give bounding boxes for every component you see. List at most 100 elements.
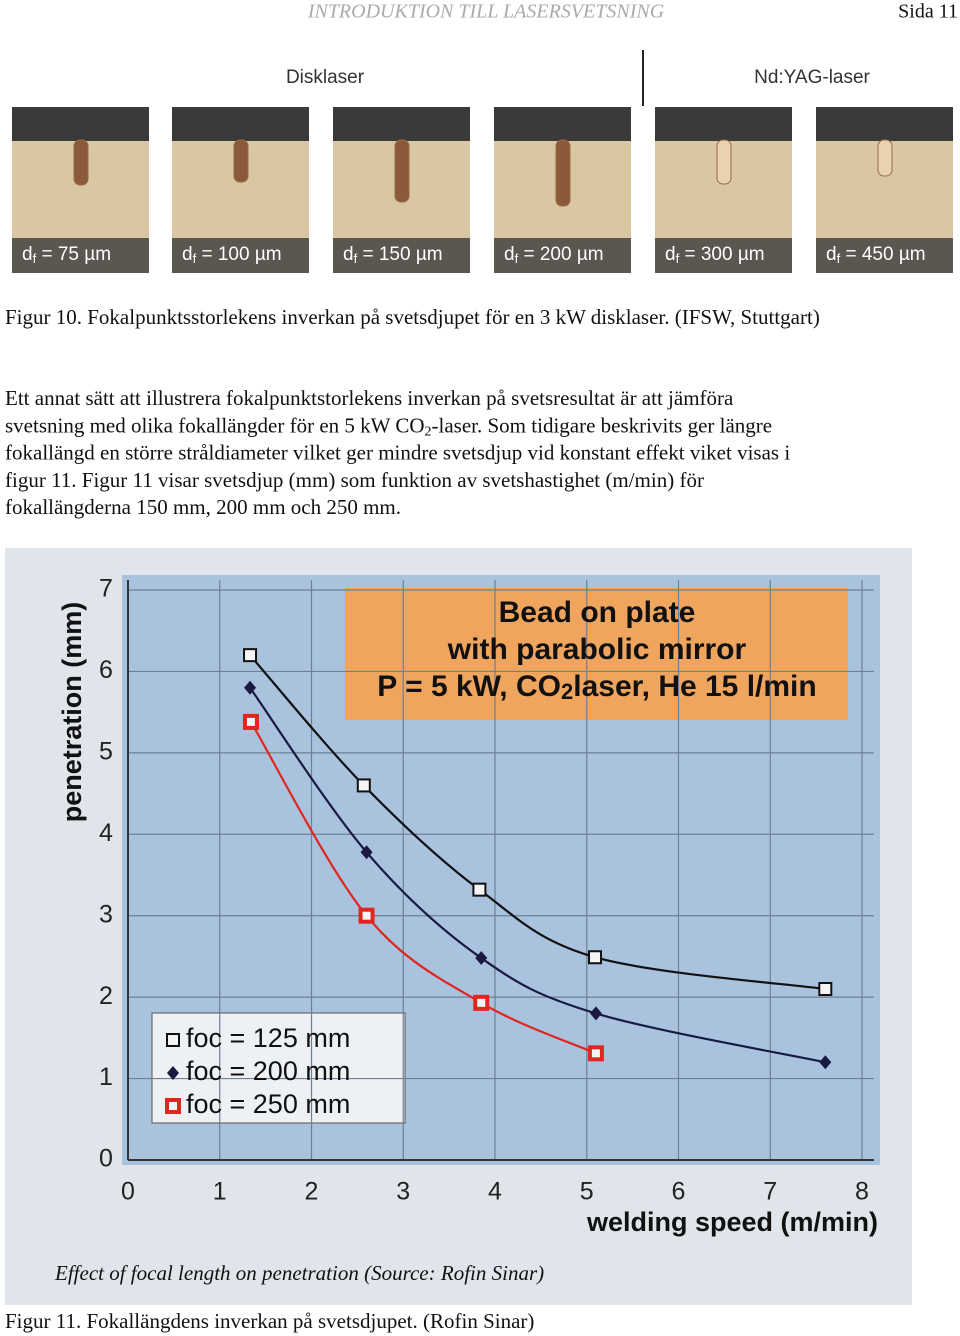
figure-caption: Figur 10. Fokalpunktsstorlekens inverkan…	[5, 305, 820, 329]
point	[475, 951, 488, 966]
chart-title-line-part: with parabolic mirror	[447, 633, 747, 666]
point	[818, 982, 833, 996]
paragraph-line: svetsning med olika fokallängder för en …	[5, 413, 772, 439]
point	[473, 994, 490, 1011]
point	[587, 1045, 604, 1062]
point	[589, 1006, 602, 1021]
paragraph-line-subscript: 2	[425, 425, 432, 440]
legend-label: foc = 125 mm	[186, 1023, 350, 1053]
y-tick-label: 1	[99, 1063, 113, 1091]
y-tick-label: 4	[99, 819, 113, 847]
micrograph-top	[12, 107, 149, 141]
paragraph-line: figur 11. Figur 11 visar svetsdjup (mm) …	[5, 468, 704, 492]
paragraph-line-part: -laser. Som tidigare beskrivits ger läng…	[432, 413, 773, 437]
micrograph-top	[333, 107, 470, 141]
chart-title-line: Bead on plate	[499, 596, 696, 629]
x-axis-label: welding speed (m/min)	[586, 1207, 878, 1237]
point	[243, 648, 258, 663]
micrograph-label: df = 150 µm	[343, 244, 443, 266]
x-tick-label: 0	[121, 1178, 135, 1206]
x-tick-label: 6	[672, 1178, 686, 1206]
micrograph-label-bar	[816, 238, 953, 273]
label-subscript: f	[193, 251, 197, 266]
legend-label: foc = 250 mm	[186, 1089, 350, 1119]
y-tick-label: 6	[99, 656, 113, 684]
label-subscript: f	[33, 251, 37, 266]
y-tick-label: 3	[99, 900, 113, 928]
paragraph-line: Ett annat sätt att illustrera fokalpunkt…	[5, 386, 734, 410]
point	[360, 845, 373, 860]
label-text: = 300 µm	[679, 244, 764, 265]
x-tick-label: 1	[213, 1178, 227, 1206]
page-number: Sida 11	[898, 1, 958, 23]
label-symbol: d	[343, 244, 354, 265]
paragraph-line-part: Ett annat sätt att illustrera fokalpunkt…	[5, 386, 734, 410]
micrograph-label-bar	[333, 238, 470, 273]
micrograph-label: df = 300 µm	[665, 244, 765, 266]
x-tick-label: 5	[580, 1178, 594, 1206]
y-axis-label: penetration (mm)	[57, 602, 87, 823]
chart-title-box	[345, 588, 848, 720]
point	[242, 713, 259, 730]
micrograph-label: df = 75 µm	[22, 244, 111, 266]
micrograph-top	[655, 107, 792, 141]
paragraph-line: fokallängd en större stråldiameter vilke…	[5, 440, 790, 464]
figure-caption: Figur 11. Fokallängdens inverkan på svet…	[5, 1309, 534, 1333]
micrograph-label-bar	[655, 238, 792, 273]
label-text: = 150 µm	[357, 244, 442, 265]
label-text: = 75 µm	[36, 244, 111, 265]
weld-seam	[73, 139, 89, 186]
weld-seam	[877, 139, 893, 177]
micrograph-top	[816, 107, 953, 141]
legend-label: foc = 200 mm	[186, 1056, 350, 1086]
paragraph-line: fokallängderna 150 mm, 200 mm och 250 mm…	[5, 495, 401, 519]
weld-seam	[555, 139, 571, 207]
micrograph-label: df = 100 µm	[182, 244, 282, 266]
label-subscript: f	[837, 251, 841, 266]
x-tick-label: 2	[305, 1178, 319, 1206]
chart-title-line-part: P = 5 kW, CO	[377, 670, 561, 703]
label-symbol: d	[826, 244, 837, 265]
x-tick-label: 8	[855, 1178, 869, 1206]
legend-marker	[166, 1033, 180, 1047]
micrograph-label: df = 450 µm	[826, 244, 926, 266]
chart-title-line-part: Bead on plate	[499, 596, 696, 629]
y-tick-label: 5	[99, 737, 113, 765]
label-symbol: d	[665, 244, 676, 265]
micrograph-label-bar	[494, 238, 631, 273]
micrograph-top	[172, 107, 309, 141]
x-tick-label: 7	[763, 1178, 777, 1206]
y-tick-label: 7	[99, 575, 113, 603]
label-text: = 450 µm	[840, 244, 925, 265]
paragraph-line-part: fokallängd en större stråldiameter vilke…	[5, 440, 790, 464]
chart-title-line: P = 5 kW, CO2laser, He 15 l/min	[377, 670, 816, 704]
label-symbol: d	[504, 244, 515, 265]
label-subscript: f	[676, 251, 680, 266]
label-symbol: d	[22, 244, 33, 265]
paragraph-line-part: fokallängderna 150 mm, 200 mm och 250 mm…	[5, 495, 401, 519]
header-title: INTRODUKTION TILL LASERSVETSNING	[307, 1, 665, 23]
chart-source: Effect of focal length on penetration (S…	[54, 1261, 544, 1285]
label-subscript: f	[354, 251, 358, 266]
point	[356, 778, 371, 793]
point	[244, 680, 257, 695]
point	[819, 1055, 832, 1070]
chart-title-line: with parabolic mirror	[447, 633, 747, 666]
label-symbol: d	[182, 244, 193, 265]
weld-seam	[716, 139, 732, 185]
point	[472, 882, 487, 897]
paragraph-line-part: svetsning med olika fokallängder för en …	[5, 413, 425, 437]
weld-seam	[233, 139, 249, 183]
x-tick-label: 4	[488, 1178, 502, 1206]
micrograph-label-bar	[172, 238, 309, 273]
micrograph-label-bar	[12, 238, 149, 273]
label-subscript: f	[515, 251, 519, 266]
chart-title-line-subscript: 2	[561, 679, 573, 704]
micrograph-label: df = 200 µm	[504, 244, 604, 266]
point	[588, 950, 603, 965]
legend-marker	[167, 1066, 179, 1080]
label-text: = 200 µm	[518, 244, 603, 265]
y-tick-label: 0	[99, 1145, 113, 1173]
group-label: Nd:YAG-laser	[754, 67, 870, 88]
